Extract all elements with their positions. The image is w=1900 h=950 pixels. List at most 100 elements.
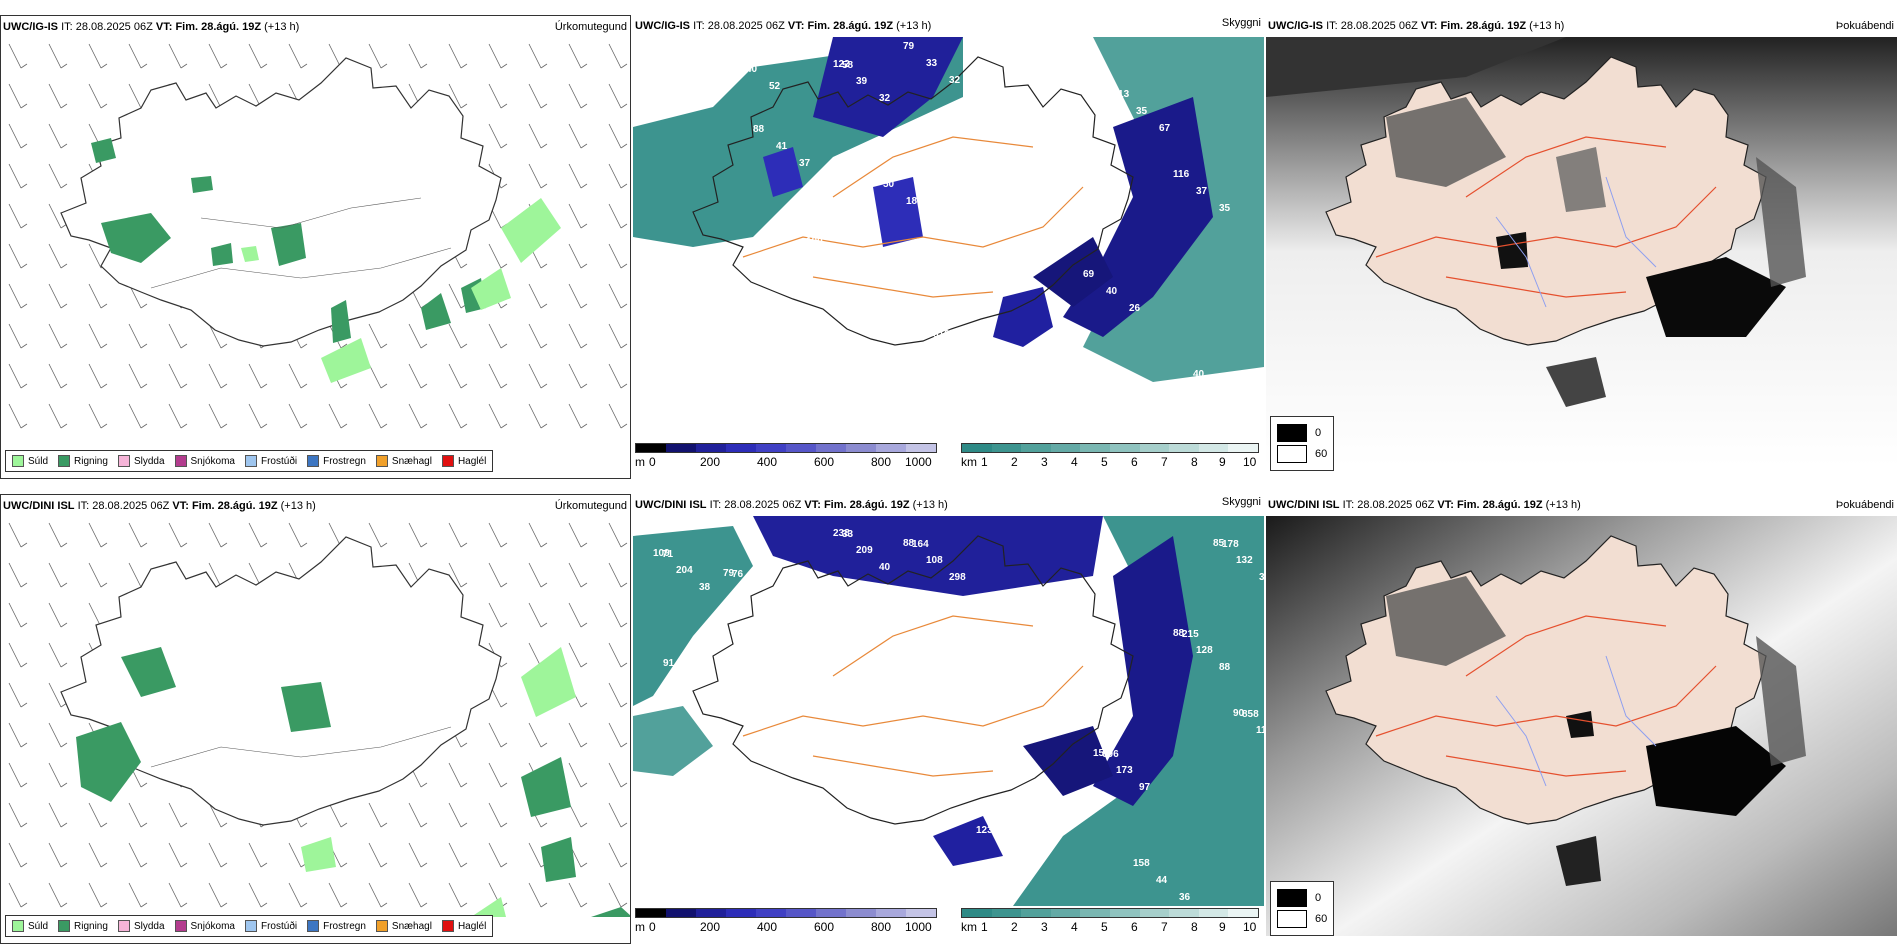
legend-item: Slydda: [117, 455, 165, 467]
lead-time: (+13 h): [1545, 499, 1581, 511]
legend-label: Súld: [28, 920, 49, 932]
ceiling-value-label: 67: [1159, 123, 1171, 134]
ceiling-value-label: 85: [1213, 538, 1225, 549]
ceiling-value-label: 810: [933, 329, 950, 340]
colorbar-segment: [756, 444, 786, 452]
fog-legend-swatch: [1277, 424, 1307, 442]
legend-swatch: [117, 455, 130, 467]
vt-value: Fim. 28.ágú. 19Z: [175, 21, 262, 33]
legend-swatch: [375, 920, 388, 932]
ceiling-value-label: 95: [1216, 386, 1228, 397]
legend-label: Súld: [28, 455, 49, 467]
ceiling-value-label: 39: [856, 76, 868, 87]
ceiling-value-label: 38: [699, 582, 711, 593]
visibility-tick: 8: [1191, 455, 1198, 469]
panel-title: Skyggni: [1221, 17, 1261, 29]
ceiling-value-label: 164: [912, 539, 929, 550]
ceiling-value-label: 42: [686, 675, 698, 686]
panel-title: Þokuábendi: [1835, 20, 1894, 32]
ceiling-unit: m: [635, 455, 645, 469]
it-label: IT:: [1342, 499, 1355, 511]
colorbar-segment: [991, 909, 1022, 917]
ceiling-value-label: 120: [653, 43, 670, 54]
legend-item: Frostúði: [244, 455, 297, 467]
ceiling-value-label: 101: [732, 48, 749, 59]
panel-header: UWC/IG-IS IT: 28.08.2025 06Z VT: Fim. 28…: [3, 21, 299, 33]
ceiling-value-label: 36: [1179, 892, 1191, 903]
ceiling-value-label: 209: [856, 545, 873, 556]
colorbar-segment: [1050, 444, 1081, 452]
colorbar-segment: [876, 444, 906, 452]
legend-swatch: [375, 455, 388, 467]
ceiling-value-label: 71: [662, 549, 674, 560]
visibility-tick: 9: [1219, 455, 1226, 469]
ceiling-value-label: 215: [1182, 629, 1199, 640]
panel-precip-type-top: UWC/IG-IS IT: 28.08.2025 06Z VT: Fim. 28…: [0, 15, 631, 479]
ceiling-value-label: 178: [979, 363, 996, 374]
visibility-tick: 10: [1243, 455, 1257, 469]
colorbar-segment: [962, 444, 992, 452]
vt-value: Fim. 28.ágú. 19Z: [191, 500, 278, 512]
colorbar-segment: [1228, 444, 1258, 452]
legend-label: Slydda: [133, 920, 165, 932]
rain-areas: [76, 647, 630, 917]
ceiling-value-label: 69: [1083, 269, 1095, 280]
visibility-tick: 8: [1191, 920, 1198, 934]
ceiling-value-label: 122: [833, 59, 850, 70]
precip-type-map: [1, 517, 630, 917]
model-name: UWC/IG-IS: [635, 20, 690, 32]
legend-item: Snæhagl: [375, 455, 432, 467]
colorbar-segment: [1198, 909, 1229, 917]
fog-legend-value: 0: [1315, 892, 1322, 904]
legend-item: Frostregn: [307, 920, 366, 932]
ceiling-value-label: 100: [806, 236, 823, 247]
ceiling-value-label: 109: [653, 548, 670, 559]
colorbar-segment: [696, 444, 726, 452]
ceiling-value-label: 90: [1233, 708, 1245, 719]
fog-map: [1266, 516, 1897, 936]
legend-label: Slydda: [133, 455, 165, 467]
legend-item: Frostregn: [307, 455, 366, 467]
legend-swatch: [307, 920, 320, 932]
legend-swatch: [244, 455, 257, 467]
ceiling-tick: 200: [700, 455, 721, 469]
legend-item: Snjókoma: [174, 920, 235, 932]
visibility-tick: 3: [1041, 455, 1048, 469]
legend-label: Snjókoma: [190, 455, 235, 467]
panel-title: Skyggni: [1221, 496, 1261, 508]
ceiling-value-label: 36: [806, 705, 818, 716]
visibility-colorbar: km 1 2 3 4 5 6 7 8 9 10: [961, 443, 1261, 473]
legend-swatch: [58, 920, 71, 932]
ceiling-tick: 200: [700, 920, 721, 934]
ceiling-value-label: 79: [723, 568, 735, 579]
colorbar-segment: [636, 909, 666, 917]
panel-header: UWC/DINI ISL IT: 28.08.2025 06Z VT: Fim.…: [3, 500, 316, 512]
visibility-tick: 2: [1011, 920, 1018, 934]
legend-swatch: [441, 455, 454, 467]
ceiling-value-label: 33: [842, 529, 854, 540]
panel-header: UWC/DINI ISL IT: 28.08.2025 06Z VT: Fim.…: [1268, 499, 1581, 511]
ceiling-value-label: 158: [1133, 858, 1150, 869]
legend-swatch: [117, 920, 130, 932]
legend-swatch: [244, 920, 257, 932]
ceiling-value-label: 39: [769, 602, 781, 613]
ceiling-value-label: 37: [1196, 186, 1208, 197]
it-value: 28.08.2025 06Z: [724, 499, 802, 511]
ceiling-value-label: 116: [1173, 169, 1190, 180]
ceiling-value-label: 26: [1129, 303, 1141, 314]
ceiling-colorbar: m 0 200 400 600 800 1000: [635, 908, 937, 938]
legend-swatch: [58, 455, 71, 467]
ceiling-value-label: 113: [1113, 89, 1130, 100]
visibility-tick: 6: [1131, 920, 1138, 934]
colorbar-segment: [1139, 444, 1170, 452]
ceiling-value-label: 33: [926, 58, 938, 69]
fog-legend-swatch: [1277, 889, 1307, 907]
ceiling-value-label: 204: [676, 565, 693, 576]
colorbar-segment: [1080, 444, 1110, 452]
legend-item: Rigning: [58, 920, 108, 932]
vt-value: Fim. 28.ágú. 19Z: [807, 20, 894, 32]
visibility-tick: 10: [1243, 920, 1257, 934]
colorbar-segment: [1228, 909, 1258, 917]
legend-label: Haglél: [457, 455, 487, 467]
ceiling-value-labels: 109 79 238 88 85 88 90 151 203 158 91 127 204 99 209 10…: [653, 528, 1264, 903]
